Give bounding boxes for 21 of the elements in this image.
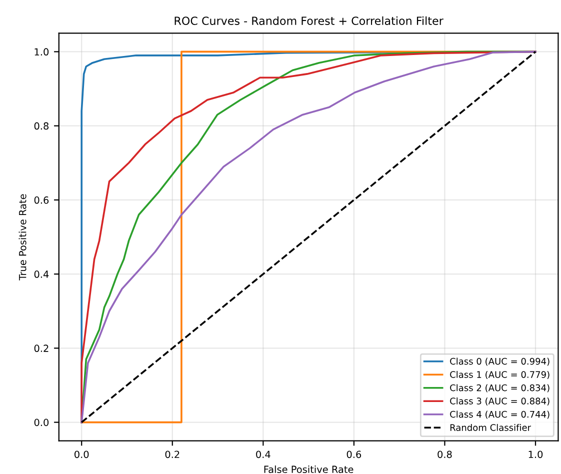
y-tick-label: 1.0: [34, 48, 49, 56]
legend-label: Class 3 (AUC = 0.884): [450, 397, 550, 406]
x-axis-title: False Positive Rate: [264, 466, 354, 474]
y-tick-label: 0.6: [34, 196, 49, 204]
y-tick-label: 0.0: [34, 418, 49, 426]
chart-title: ROC Curves - Random Forest + Correlation Filter: [174, 16, 444, 26]
y-tick-label: 0.2: [34, 344, 48, 352]
y-tick-label: 0.8: [34, 122, 49, 130]
legend-label: Class 4 (AUC = 0.744): [450, 410, 550, 419]
legend-label: Class 1 (AUC = 0.779): [450, 370, 550, 380]
legend-label: Class 2 (AUC = 0.834): [450, 384, 550, 392]
legend-label: Random Classifier: [450, 424, 532, 431]
x-tick-label: 0.0: [74, 450, 89, 458]
y-axis-title: True Positive Rate: [18, 194, 26, 280]
x-tick-label: 0.8: [438, 450, 452, 458]
x-tick-label: 0.4: [256, 450, 270, 458]
x-tick-label: 1.0: [528, 450, 543, 458]
y-tick-label: 0.4: [34, 270, 49, 278]
x-tick-label: 0.2: [165, 450, 180, 458]
x-tick-label: 0.6: [346, 450, 362, 458]
legend-label: Class 0 (AUC = 0.994): [450, 358, 550, 366]
